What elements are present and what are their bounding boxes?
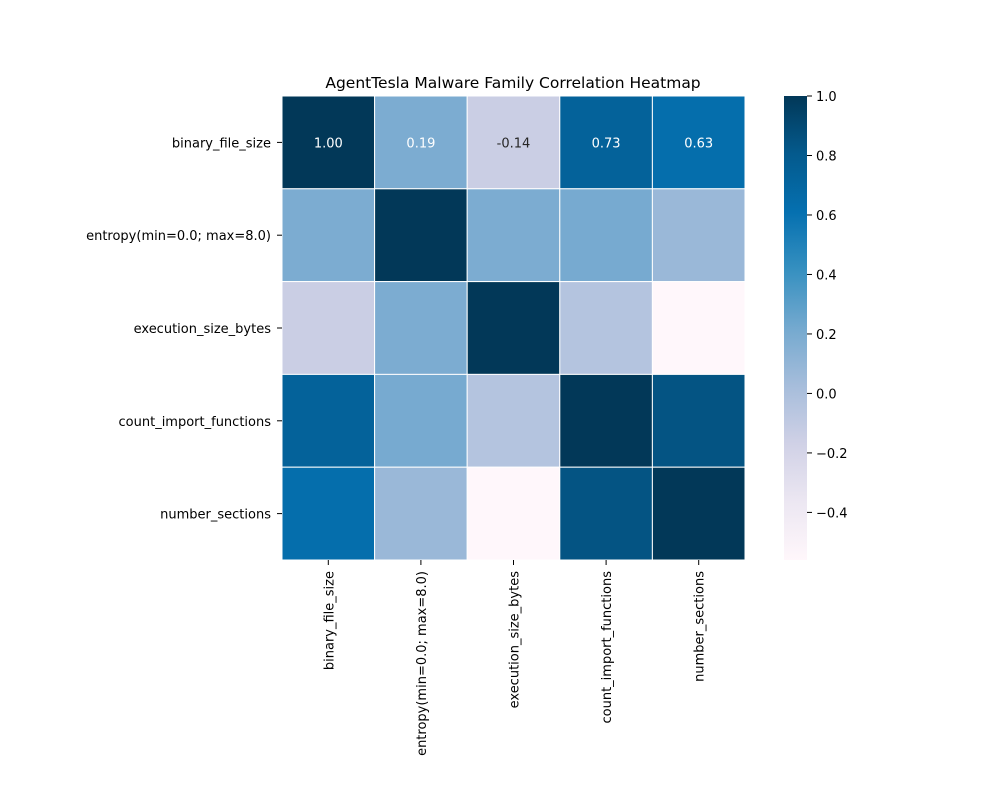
heatmap-cell <box>466 373 561 468</box>
heatmap-cell <box>651 188 746 283</box>
x-axis-labels: binary_file_size entropy(min=0.0; max=8.0… <box>322 560 708 756</box>
heatmap-cell <box>466 188 561 283</box>
heatmap-cell <box>651 373 746 468</box>
cell-annotation: 1.00 <box>314 136 343 151</box>
heatmap-cell <box>559 95 653 190</box>
x-tick-label: count_import_functions <box>600 571 615 724</box>
heatmap-cell <box>559 281 653 375</box>
colorbar-tick-label: 1.0 <box>816 90 837 105</box>
heatmap-cell <box>651 466 746 561</box>
heatmap-cells <box>281 95 746 561</box>
heatmap-cell <box>281 373 376 468</box>
cell-annotation: 0.73 <box>592 136 621 151</box>
heatmap-cell <box>374 281 468 375</box>
heatmap-cell <box>374 188 468 283</box>
colorbar-tick-label: 0.2 <box>816 328 837 343</box>
y-axis-labels: binary_file_size entropy(min=0.0; max=8.0… <box>86 136 282 523</box>
cell-annotation: 0.19 <box>406 136 435 151</box>
colorbar-tick-label: −0.4 <box>816 506 848 521</box>
y-tick-label: binary_file_size <box>172 136 271 151</box>
heatmap-cell <box>374 95 468 190</box>
y-tick-label: entropy(min=0.0; max=8.0) <box>86 229 271 244</box>
heatmap-cell <box>374 466 468 561</box>
chart-title: AgentTesla Malware Family Correlation He… <box>325 74 700 92</box>
y-tick-label: count_import_functions <box>119 415 272 430</box>
colorbar-tick-label: 0.4 <box>816 268 837 283</box>
colorbar-tick-label: 0.6 <box>816 209 837 224</box>
colorbar-tick-label: 0.8 <box>816 149 837 164</box>
heatmap-cell <box>281 95 376 190</box>
heatmap-cell <box>466 281 561 375</box>
heatmap-cell <box>466 95 561 190</box>
cell-annotation: -0.14 <box>497 136 531 151</box>
y-tick-label: number_sections <box>160 508 271 523</box>
heatmap-cell <box>281 188 376 283</box>
x-tick-label: number_sections <box>693 571 708 682</box>
heatmap-cell <box>559 373 653 468</box>
cell-annotation: 0.63 <box>684 136 713 151</box>
cell-annotations: 1.00 0.19 -0.14 0.73 0.63 <box>314 136 713 151</box>
x-tick-label: binary_file_size <box>322 571 337 670</box>
heatmap-cell <box>559 188 653 283</box>
heatmap-cell <box>559 466 653 561</box>
heatmap-cell <box>281 281 376 375</box>
colorbar-tick-label: 0.0 <box>816 387 837 402</box>
heatmap-cell <box>374 373 468 468</box>
y-tick-label: execution_size_bytes <box>134 322 272 337</box>
colorbar-tick-label: −0.2 <box>816 447 848 462</box>
heatmap-cell <box>466 466 561 561</box>
heatmap-cell <box>281 466 376 561</box>
heatmap-cell <box>651 281 746 375</box>
x-tick-label: entropy(min=0.0; max=8.0) <box>415 571 430 756</box>
heatmap-cell <box>651 95 746 190</box>
colorbar-gradient <box>784 96 807 560</box>
x-tick-label: execution_size_bytes <box>508 571 523 709</box>
colorbar: 1.0 0.8 0.6 0.4 0.2 0.0 −0.2 −0.4 <box>784 90 848 560</box>
